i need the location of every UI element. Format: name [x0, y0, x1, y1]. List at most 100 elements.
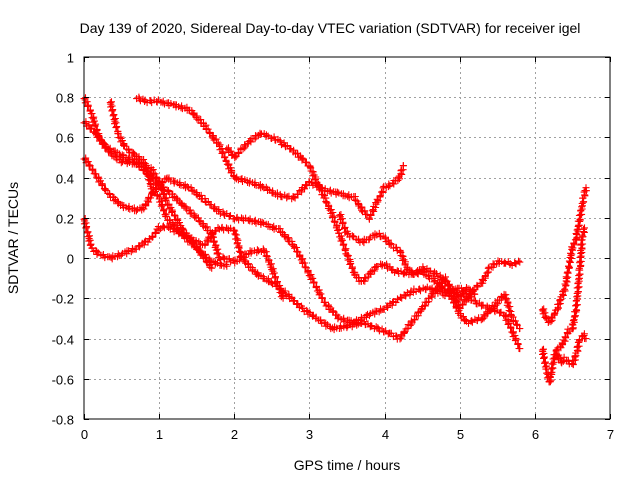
data-point [98, 181, 106, 189]
data-point [512, 336, 520, 344]
y-tick-label: -0.2 [52, 292, 74, 307]
data-point [389, 266, 397, 273]
data-point [130, 149, 137, 157]
data-point [152, 188, 159, 195]
data-point [207, 229, 215, 237]
data-point [430, 278, 438, 286]
data-point [546, 374, 554, 381]
grid-lines [84, 57, 610, 419]
data-point [516, 345, 524, 353]
data-point [253, 246, 261, 254]
data-point [151, 170, 159, 178]
data-point [140, 159, 148, 167]
data-point [573, 226, 581, 234]
series-arc-10 [538, 184, 590, 326]
data-point [125, 145, 133, 153]
data-point [550, 310, 558, 318]
data-point [570, 240, 578, 248]
data-point [86, 162, 94, 170]
data-point [505, 319, 513, 327]
data-point [309, 274, 317, 282]
x-tick-label: 4 [382, 427, 389, 442]
data-point [174, 225, 182, 233]
data-point [375, 308, 383, 316]
data-point [106, 144, 114, 152]
axis-ticks [84, 57, 611, 420]
data-point [571, 353, 579, 361]
data-point [366, 323, 374, 331]
data-point [581, 224, 588, 232]
data-point [162, 213, 170, 221]
data-point [565, 262, 573, 270]
data-point [112, 124, 120, 132]
data-point [556, 297, 564, 305]
data-point [341, 247, 349, 255]
data-point [397, 331, 405, 339]
data-point [515, 257, 522, 265]
x-axis-label: GPS time / hours [294, 457, 401, 473]
data-point [93, 250, 101, 258]
data-point [363, 313, 370, 321]
data-point [418, 306, 426, 314]
data-point [84, 102, 92, 110]
data-point [117, 159, 125, 167]
data-point [310, 279, 318, 287]
series-arc-11 [553, 330, 590, 369]
y-tick-label: -0.8 [52, 413, 74, 428]
data-point [147, 194, 155, 202]
data-point [555, 300, 563, 308]
data-point [241, 256, 248, 264]
series-arc-4 [80, 215, 524, 343]
series-arc-7 [223, 129, 524, 333]
data-point [484, 264, 492, 272]
data-point [206, 263, 214, 271]
data-point [87, 125, 95, 132]
data-point [330, 217, 338, 225]
data-point [376, 192, 384, 200]
data-point [505, 307, 513, 315]
data-point [294, 301, 302, 308]
data-point [118, 137, 126, 145]
data-point [165, 174, 173, 182]
data-point [338, 236, 346, 244]
data-point [88, 244, 96, 252]
data-point [484, 309, 492, 317]
series-arc-6 [133, 93, 407, 223]
x-tick-label: 7 [607, 427, 614, 442]
data-point [392, 332, 400, 340]
data-point [231, 230, 239, 238]
y-tick-label: 0.2 [56, 212, 74, 227]
data-point [208, 264, 216, 272]
data-point [289, 297, 297, 305]
data-point [369, 207, 377, 215]
data-point [481, 273, 489, 281]
data-point [258, 218, 266, 226]
x-tick-label: 6 [532, 427, 539, 442]
data-point [135, 153, 143, 161]
x-tick-label: 0 [81, 427, 88, 442]
data-point [155, 226, 163, 234]
data-point [159, 179, 167, 186]
data-point [225, 255, 233, 263]
data-point [348, 264, 356, 272]
data-point [582, 335, 590, 343]
data-point [159, 97, 167, 105]
y-tick-label: 0 [67, 252, 74, 267]
data-point [471, 290, 479, 298]
data-point [145, 176, 153, 184]
y-tick-label: 0.6 [56, 131, 74, 146]
data-point [396, 248, 404, 256]
data-point [223, 262, 231, 270]
data-point [576, 215, 584, 223]
data-point [511, 317, 519, 325]
data-point [85, 121, 93, 129]
data-point [244, 216, 252, 224]
data-point [569, 361, 577, 369]
data-point [182, 203, 190, 211]
data-point [228, 168, 236, 176]
data-point [230, 226, 238, 234]
data-point [577, 236, 585, 244]
data-point [92, 170, 99, 178]
data-point [214, 139, 222, 147]
data-point [339, 219, 347, 227]
